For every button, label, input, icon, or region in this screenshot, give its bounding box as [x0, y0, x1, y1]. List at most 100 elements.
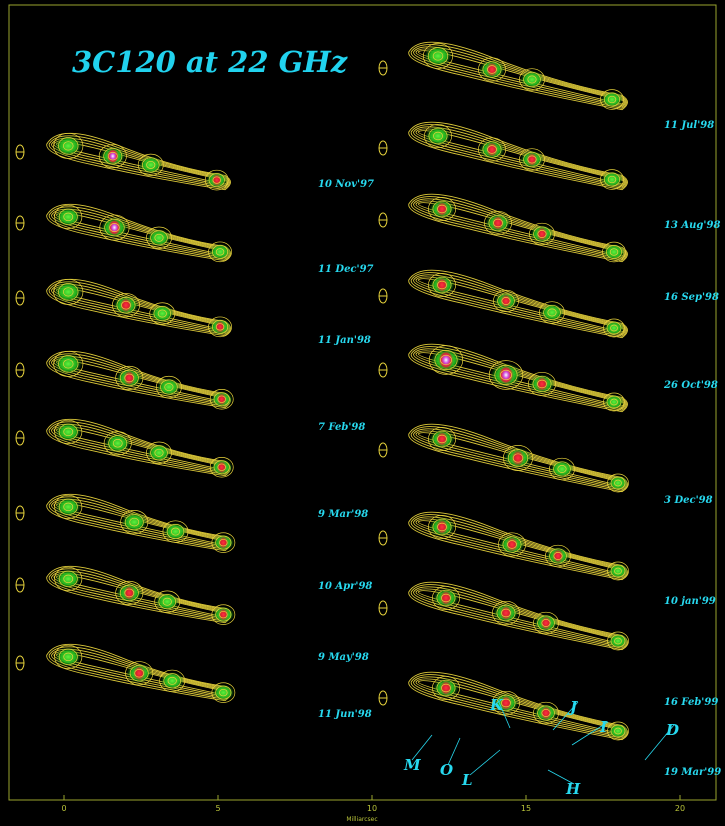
- emission-knot: [601, 91, 623, 108]
- knot-contour: [428, 196, 457, 222]
- jet-map-right-0: [408, 41, 628, 111]
- knot-contour: [428, 272, 457, 298]
- epoch-label-right: 13 Aug'98: [664, 220, 720, 231]
- knot-contour: [493, 289, 519, 313]
- knot-contour: [527, 371, 556, 397]
- bright-knot: [123, 585, 136, 601]
- knot-contour: [129, 665, 149, 682]
- knot-contour: [208, 316, 232, 338]
- knot-contour: [212, 176, 221, 184]
- epoch-label-right: 16 Feb'99: [664, 697, 718, 708]
- emission-knot: [54, 281, 83, 303]
- bright-knot: [440, 590, 452, 606]
- knot-contour: [603, 318, 625, 338]
- knot-contour: [502, 445, 534, 471]
- bright-knot: [500, 605, 512, 621]
- knot-contour: [610, 324, 618, 332]
- bright-knot: [486, 142, 498, 157]
- component-label: O: [440, 761, 453, 779]
- emission-knot: [425, 126, 451, 146]
- knot-contour: [519, 68, 545, 91]
- component-pointer: [469, 749, 501, 776]
- jet-maps: [46, 41, 629, 741]
- bright-knot: [133, 666, 146, 681]
- jet-map-right-2: [408, 193, 628, 263]
- contour: [413, 46, 626, 108]
- knot-contour: [533, 226, 551, 242]
- knot-contour: [215, 323, 225, 331]
- knot-contour: [432, 518, 452, 536]
- knot-contour: [434, 350, 458, 370]
- jet-map-right-6: [408, 511, 629, 581]
- emission-knot: [55, 207, 82, 227]
- contour: [48, 135, 230, 189]
- knot-contour: [492, 600, 521, 626]
- knot-contour: [217, 395, 226, 403]
- emission-knot: [54, 353, 83, 375]
- knot-contour: [606, 395, 622, 409]
- knot-contour: [437, 522, 447, 532]
- bright-knot: [552, 549, 564, 563]
- knot-contour: [606, 321, 622, 335]
- x-tick-label: 5: [215, 804, 220, 813]
- knot-contour: [63, 212, 74, 222]
- jet-map-right-1: [408, 121, 628, 191]
- knot-contour: [498, 532, 527, 557]
- knot-contour: [54, 494, 83, 519]
- knot-contour: [137, 153, 164, 177]
- bright-knot: [536, 376, 548, 392]
- x-tick-label: 20: [675, 804, 685, 813]
- knot-contour: [436, 679, 456, 697]
- plot-frame: [8, 4, 717, 801]
- figure-title: 3C120 at 22 GHz: [72, 45, 348, 79]
- knot-contour: [208, 241, 232, 263]
- knot-contour: [478, 57, 507, 82]
- bright-knot: [108, 219, 121, 236]
- knot-contour: [497, 293, 515, 309]
- knot-contour: [610, 476, 626, 490]
- knot-contour: [437, 434, 447, 444]
- emission-knot: [155, 592, 180, 611]
- knot-contour: [607, 631, 629, 651]
- knot-contour: [487, 65, 497, 74]
- contour: [46, 132, 231, 191]
- component-label: J: [567, 698, 578, 716]
- knot-contour: [610, 634, 626, 648]
- knot-contour: [211, 532, 236, 553]
- component-label: D: [665, 721, 679, 739]
- emission-knot: [55, 497, 82, 517]
- knot-contour: [58, 283, 79, 301]
- emission-knot: [520, 70, 544, 89]
- knot-contour: [432, 276, 452, 294]
- jet-map-right-8: [408, 671, 629, 741]
- knot-contour: [607, 721, 629, 741]
- knot-contour: [537, 615, 555, 631]
- knot-contour: [488, 360, 524, 390]
- bright-knot: [218, 608, 229, 621]
- component-label: I: [599, 718, 608, 736]
- knot-contour: [204, 169, 229, 191]
- knot-contour: [482, 141, 502, 158]
- knot-contour: [149, 302, 176, 325]
- knot-contour: [167, 676, 177, 685]
- bright-knot: [438, 351, 454, 369]
- bright-knot: [106, 149, 119, 164]
- component-pointer: [411, 734, 433, 761]
- knot-contour: [610, 398, 618, 406]
- bright-knot: [436, 431, 448, 447]
- knot-contour: [614, 479, 622, 487]
- x-tick-label: 10: [367, 804, 377, 813]
- knot-contour: [428, 426, 457, 452]
- knot-contour: [159, 669, 186, 692]
- knot-contour: [103, 431, 132, 456]
- knot-contour: [53, 278, 84, 305]
- bright-knot: [506, 537, 518, 552]
- knot-contour: [58, 498, 78, 516]
- knot-contour: [142, 157, 160, 173]
- jet-map-right-5: [408, 423, 629, 493]
- knot-contour: [158, 594, 177, 610]
- knot-contour: [154, 448, 164, 457]
- knot-contour: [124, 373, 135, 383]
- epoch-label-left: 11 Dec'97: [318, 264, 374, 275]
- knot-contour: [527, 155, 537, 164]
